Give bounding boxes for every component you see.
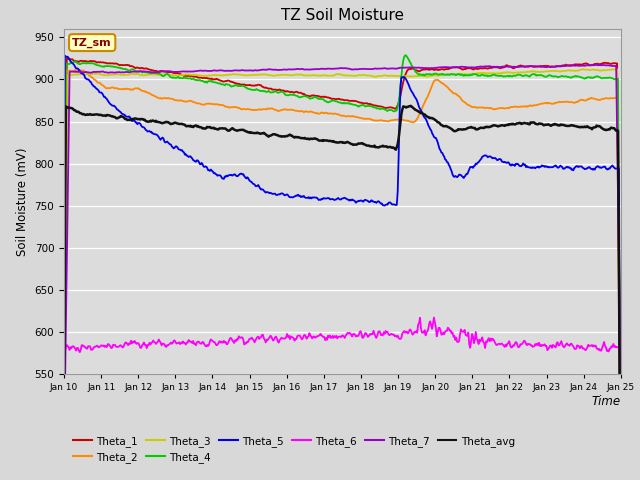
Theta_2 [204,101,212,107]
Theta_6 [480,340,488,346]
Theta_1 [159,69,167,74]
Theta_5 [313,195,321,201]
Theta_7 [432,65,440,71]
Theta_5 [480,153,488,158]
Theta_1 [313,93,321,99]
Y-axis label: Soil Moisture (mV): Soil Moisture (mV) [16,147,29,256]
Theta_5 [60,313,68,319]
Theta_2 [159,95,167,101]
Theta_2 [433,77,440,83]
Text: TZ_sm: TZ_sm [72,37,112,48]
Theta_avg [388,145,396,151]
Theta_2 [480,105,488,111]
Theta_7 [617,385,625,391]
Legend: Theta_1, Theta_2, Theta_3, Theta_4, Theta_5, Theta_6, Theta_7, Theta_avg: Theta_1, Theta_2, Theta_3, Theta_4, Thet… [69,432,519,467]
Theta_1 [389,105,397,111]
Theta_7 [592,62,600,68]
Theta_avg [433,119,440,124]
Theta_avg [407,103,415,108]
Theta_3 [60,411,68,417]
Theta_3 [312,72,320,78]
Line: Theta_2: Theta_2 [64,70,621,480]
Theta_3 [432,72,440,78]
Line: Theta_3: Theta_3 [64,69,621,414]
Theta_1 [433,67,440,72]
Theta_avg [159,120,166,126]
Theta_7 [479,64,487,70]
Theta_avg [480,125,488,131]
Theta_6 [430,315,438,321]
Theta_3 [617,408,625,414]
Title: TZ Soil Moisture: TZ Soil Moisture [281,9,404,24]
Theta_3 [613,66,621,72]
X-axis label: Time: Time [591,395,621,408]
Theta_avg [204,124,211,130]
Theta_5 [433,137,440,143]
Theta_6 [159,341,166,347]
Theta_6 [204,342,211,348]
Theta_4 [312,95,320,100]
Theta_5 [389,202,397,207]
Theta_4 [204,80,211,85]
Line: Theta_1: Theta_1 [64,59,621,480]
Theta_avg [312,136,320,142]
Theta_2 [389,117,397,123]
Theta_7 [312,66,320,72]
Theta_3 [204,73,211,79]
Theta_2 [71,67,79,73]
Theta_7 [60,453,68,458]
Line: Theta_5: Theta_5 [64,56,621,480]
Theta_7 [204,68,211,73]
Line: Theta_4: Theta_4 [64,55,621,480]
Line: Theta_6: Theta_6 [64,318,621,480]
Theta_5 [159,136,167,142]
Theta_4 [480,73,488,79]
Theta_7 [388,65,396,71]
Theta_1 [204,76,212,82]
Theta_avg [60,396,68,401]
Theta_5 [61,53,68,59]
Line: Theta_avg: Theta_avg [64,106,621,480]
Theta_4 [433,71,440,77]
Theta_5 [204,167,212,173]
Line: Theta_7: Theta_7 [64,65,621,456]
Theta_3 [388,73,396,79]
Theta_1 [60,389,68,395]
Theta_1 [480,65,488,71]
Theta_6 [312,335,320,340]
Theta_6 [388,331,396,337]
Theta_2 [60,396,68,402]
Theta_4 [401,52,409,58]
Theta_3 [479,70,487,76]
Theta_7 [159,69,166,74]
Theta_4 [60,370,68,375]
Theta_6 [433,334,440,339]
Theta_4 [388,108,396,113]
Theta_1 [64,56,72,61]
Theta_2 [313,110,321,116]
Theta_3 [159,72,166,78]
Theta_4 [159,73,166,79]
